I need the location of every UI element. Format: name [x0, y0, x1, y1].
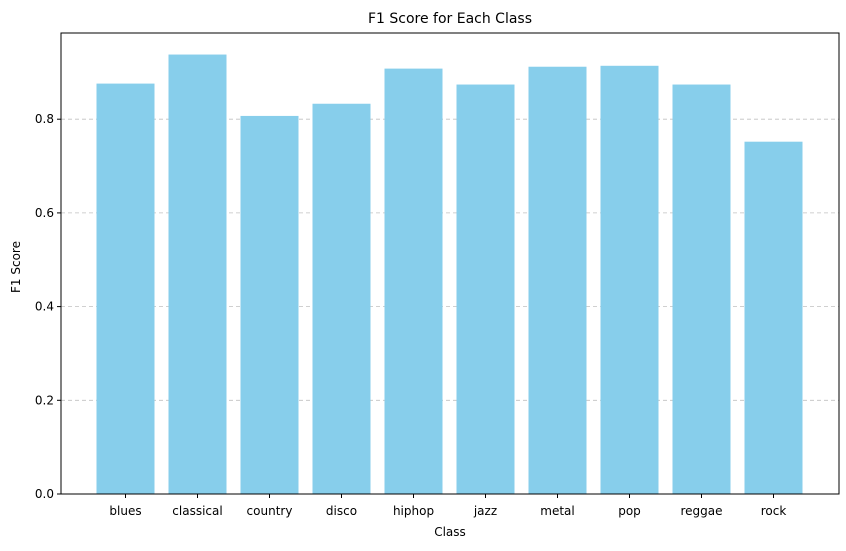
bar-jazz [456, 84, 515, 495]
x-tick-label-reggae: reggae [680, 504, 722, 518]
y-tick-label: 0.0 [35, 487, 54, 501]
x-tick-label-metal: metal [540, 504, 574, 518]
x-axis-label: Class [434, 525, 466, 539]
bars [96, 54, 803, 495]
x-tick-label-classical: classical [172, 504, 222, 518]
x-tick-label-pop: pop [618, 504, 641, 518]
x-tick-label-hiphop: hiphop [393, 504, 434, 518]
y-tick-label: 0.8 [35, 112, 54, 126]
plot-frame [60, 32, 840, 495]
bar-country [240, 115, 299, 495]
chart-title: F1 Score for Each Class [368, 11, 532, 27]
bar-rock [744, 141, 803, 495]
x-tick-label-country: country [247, 504, 293, 518]
y-tick-label: 0.4 [35, 300, 54, 314]
x-tick-label-blues: blues [109, 504, 141, 518]
y-axis-ticks: 0.0 0.2 0.4 0.6 0.8 [35, 112, 61, 501]
y-axis-label: F1 Score [9, 241, 23, 293]
bar-blues [96, 83, 155, 494]
bar-reggae [672, 84, 731, 495]
x-axis-ticks: blues classical country disco hiphop jazz meta… [109, 494, 786, 518]
y-tick-label: 0.2 [35, 393, 54, 407]
bar-classical [168, 54, 227, 494]
bar-metal [528, 66, 587, 495]
x-tick-label-jazz: jazz [473, 504, 497, 518]
y-tick-label: 0.6 [35, 206, 54, 220]
x-tick-label-rock: rock [761, 504, 787, 518]
bar-disco [312, 103, 371, 494]
bar-pop [600, 65, 659, 495]
x-tick-label-disco: disco [326, 504, 357, 518]
bar-hiphop [384, 68, 443, 495]
